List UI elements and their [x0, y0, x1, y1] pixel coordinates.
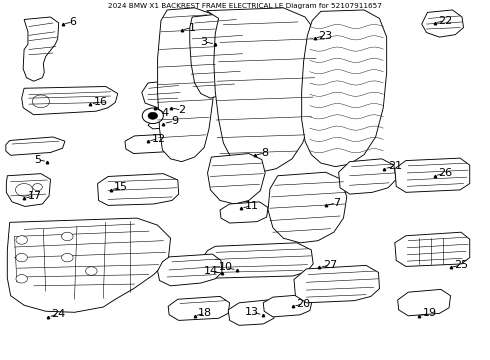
- Text: 13: 13: [245, 307, 259, 317]
- Polygon shape: [203, 243, 313, 278]
- Text: 7: 7: [333, 198, 340, 208]
- Polygon shape: [6, 174, 50, 206]
- Text: 14: 14: [204, 266, 219, 276]
- Polygon shape: [158, 254, 222, 286]
- Polygon shape: [339, 159, 396, 194]
- Text: 12: 12: [151, 134, 166, 144]
- Text: 22: 22: [438, 15, 452, 26]
- Text: 3: 3: [201, 37, 208, 47]
- Text: 18: 18: [198, 309, 212, 318]
- Text: 24: 24: [51, 309, 66, 319]
- Text: 4: 4: [161, 108, 169, 118]
- Polygon shape: [422, 10, 464, 37]
- Text: 10: 10: [219, 262, 233, 273]
- Circle shape: [16, 184, 33, 196]
- Circle shape: [86, 267, 97, 275]
- Circle shape: [33, 184, 42, 190]
- Polygon shape: [207, 8, 318, 172]
- Text: 26: 26: [438, 168, 452, 178]
- Text: 20: 20: [296, 299, 311, 309]
- Circle shape: [142, 108, 163, 123]
- Text: 2: 2: [178, 105, 185, 115]
- Text: 16: 16: [94, 97, 108, 107]
- Text: 6: 6: [70, 17, 76, 27]
- Polygon shape: [142, 81, 183, 108]
- Polygon shape: [208, 153, 265, 204]
- Circle shape: [16, 275, 27, 283]
- Circle shape: [148, 112, 158, 119]
- Polygon shape: [398, 289, 450, 316]
- Text: 17: 17: [27, 191, 42, 201]
- Polygon shape: [395, 232, 470, 266]
- Text: 19: 19: [422, 309, 437, 318]
- Circle shape: [16, 236, 27, 244]
- Polygon shape: [22, 86, 118, 115]
- Text: 8: 8: [262, 148, 269, 158]
- Text: 11: 11: [245, 201, 259, 211]
- Polygon shape: [168, 296, 230, 320]
- Text: 9: 9: [171, 116, 178, 126]
- Polygon shape: [263, 294, 312, 317]
- Text: 5: 5: [34, 154, 41, 165]
- Text: 1: 1: [189, 23, 196, 33]
- Text: 15: 15: [114, 183, 128, 192]
- Polygon shape: [220, 202, 268, 223]
- Polygon shape: [148, 119, 174, 129]
- Circle shape: [62, 232, 73, 241]
- Polygon shape: [302, 10, 387, 167]
- Polygon shape: [228, 300, 276, 325]
- Polygon shape: [190, 13, 245, 98]
- Polygon shape: [6, 137, 65, 155]
- Polygon shape: [395, 158, 470, 192]
- Polygon shape: [7, 218, 171, 312]
- Polygon shape: [98, 174, 179, 206]
- Polygon shape: [158, 8, 217, 162]
- Polygon shape: [268, 172, 347, 243]
- Text: 27: 27: [323, 260, 337, 270]
- Polygon shape: [294, 265, 379, 303]
- Text: 21: 21: [388, 161, 402, 171]
- Text: 25: 25: [454, 260, 468, 270]
- Text: 23: 23: [318, 31, 332, 41]
- Text: 2024 BMW X1 BACKREST FRAME ELECTRICAL LE Diagram for 52107911657: 2024 BMW X1 BACKREST FRAME ELECTRICAL LE…: [108, 3, 382, 9]
- Circle shape: [16, 253, 27, 262]
- Circle shape: [62, 253, 73, 262]
- Circle shape: [32, 95, 49, 108]
- Polygon shape: [23, 17, 59, 81]
- Polygon shape: [125, 134, 175, 153]
